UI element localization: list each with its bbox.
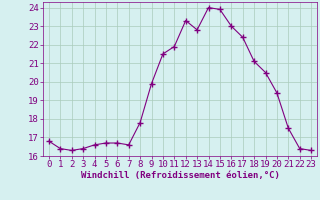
X-axis label: Windchill (Refroidissement éolien,°C): Windchill (Refroidissement éolien,°C) xyxy=(81,171,279,180)
